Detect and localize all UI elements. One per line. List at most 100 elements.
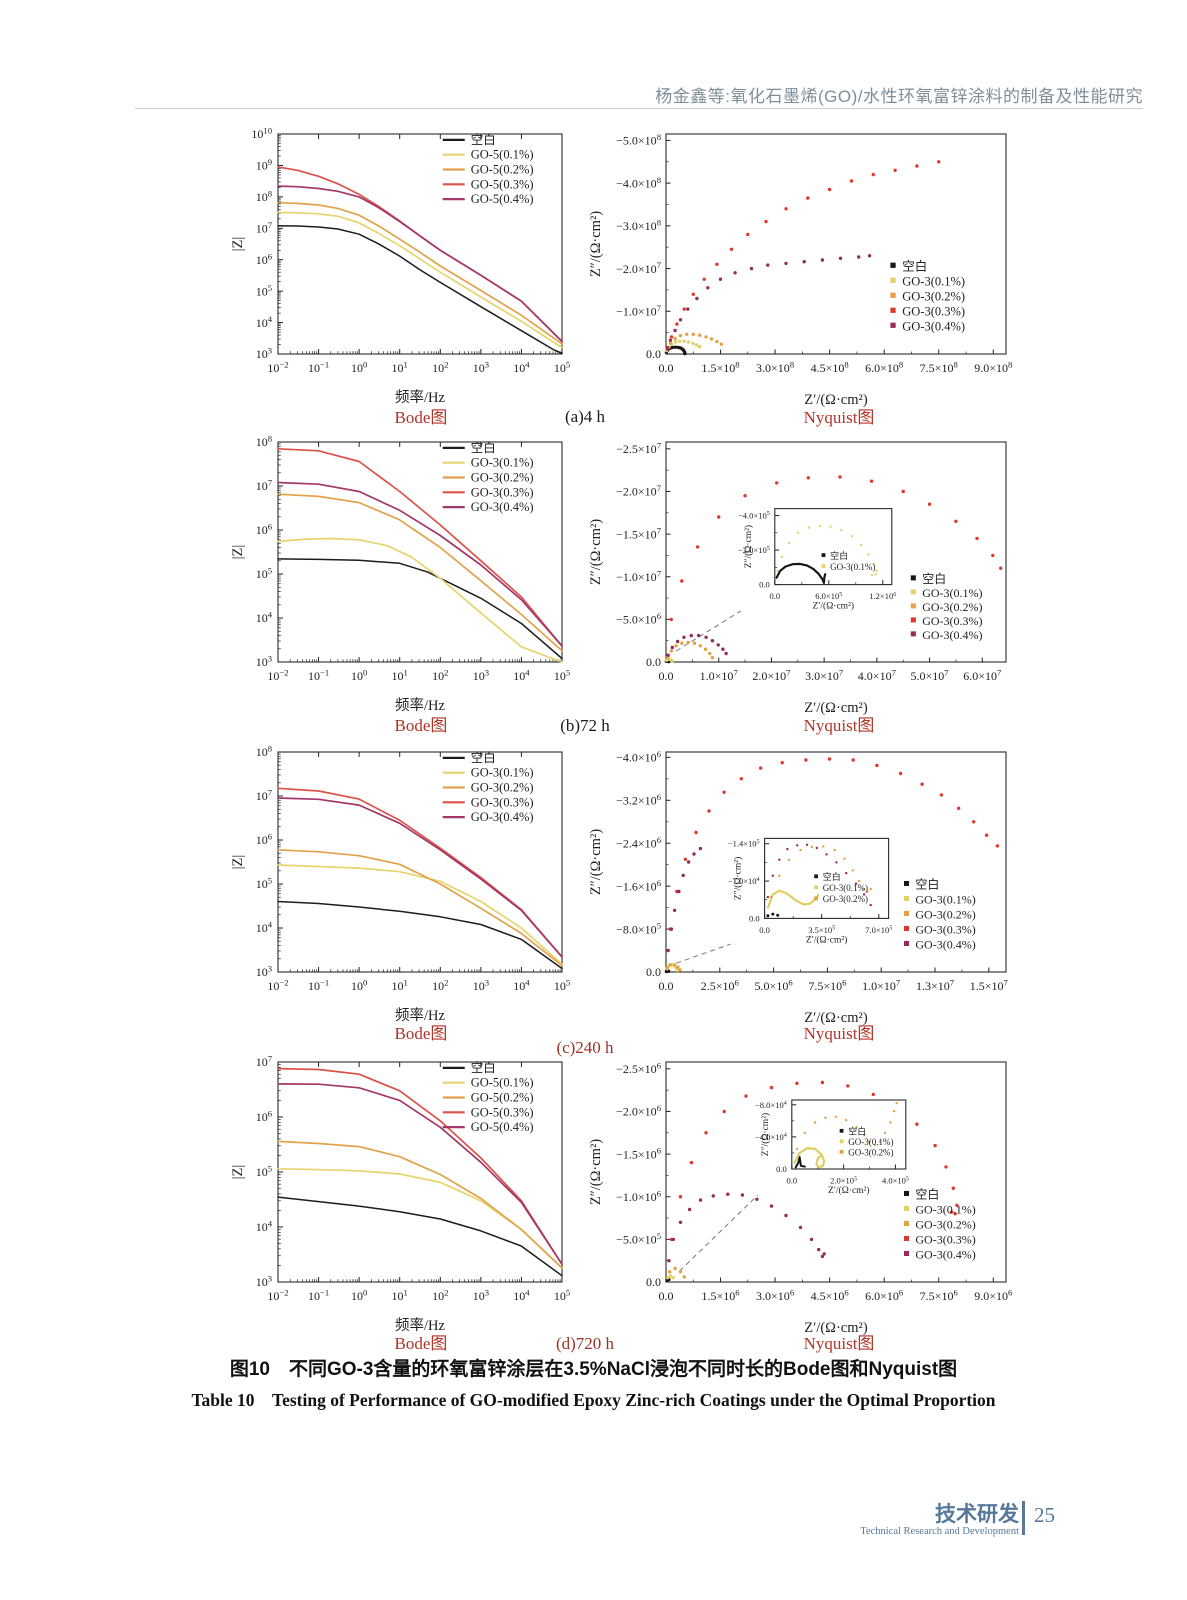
time-caption-d: (d)720 h [555,1334,615,1353]
svg-text:104: 104 [256,920,273,936]
svg-text:1.0×107: 1.0×107 [862,977,901,993]
svg-text:10−1: 10−1 [308,977,329,993]
svg-text:GO-5(0.4%): GO-5(0.4%) [471,192,534,206]
svg-text:2.0×105: 2.0×105 [830,1176,857,1186]
svg-text:−4.0×108: −4.0×108 [616,175,661,191]
svg-text:1010: 1010 [251,126,272,142]
time-caption-a: (a)4 h [564,407,606,426]
header-rule [135,108,1143,109]
svg-text:Z′/(Ω·cm²): Z′/(Ω·cm²) [804,1320,868,1336]
svg-text:GO-3(0.1%): GO-3(0.1%) [915,1202,975,1216]
svg-text:1.3×107: 1.3×107 [916,977,955,993]
svg-text:106: 106 [256,832,273,848]
svg-text:GO-3(0.4%): GO-3(0.4%) [471,500,534,514]
running-header: 杨金鑫等:氧化石墨烯(GO)/水性环氧富锌涂料的制备及性能研究 [655,87,1143,106]
nyquist-chart-4h: 0.0 1.5×108 3.0×108 4.5×108 6.0×108 7.5×108 9.… [582,122,1018,417]
svg-text:Z″/(Ω·cm²): Z″/(Ω·cm²) [588,829,604,895]
page-number: 25 [1034,1503,1055,1527]
bode-chart-240h: 10−2 10−1 100 101 102 103 104 105 103 104 105 106 10… [226,742,574,1033]
svg-text:GO-3(0.2%): GO-3(0.2%) [915,907,975,921]
svg-text:0.0: 0.0 [786,1176,797,1186]
bode-caption-d: Bode图 [394,1334,448,1353]
svg-text:GO-3(0.1%): GO-3(0.1%) [830,562,875,572]
nyquist-chart-240h: 0.0 2.5×106 5.0×106 7.5×106 1.0×107 1.3×107 1.… [582,740,1018,1035]
svg-text:空白: 空白 [471,750,496,765]
svg-text:−4.0×105: −4.0×105 [738,510,770,520]
svg-text:−7.0×104: −7.0×104 [728,876,760,886]
svg-text:0.0: 0.0 [646,347,661,361]
svg-text:104: 104 [513,359,530,375]
svg-text:107: 107 [256,1054,273,1070]
svg-text:−8.0×104: −8.0×104 [755,1100,787,1110]
svg-text:−8.0×105: −8.0×105 [616,921,661,937]
svg-text:103: 103 [473,359,489,375]
svg-text:4.0×107: 4.0×107 [858,667,897,683]
svg-text:空白: 空白 [915,876,939,891]
svg-text:GO-5(0.3%): GO-5(0.3%) [471,177,534,191]
svg-text:GO-5(0.1%): GO-5(0.1%) [471,148,534,162]
svg-text:GO-3(0.4%): GO-3(0.4%) [915,937,975,951]
nyquist-caption-a: Nyquist图 [803,408,875,427]
svg-text:−2.0×106: −2.0×106 [616,1103,662,1119]
svg-text:GO-3(0.4%): GO-3(0.4%) [915,1247,975,1261]
footer-section-en: Technical Research and Development [860,1526,1019,1537]
svg-text:1.5×108: 1.5×108 [701,359,739,375]
svg-text:GO-3(0.2%): GO-3(0.2%) [471,781,534,795]
svg-text:GO-3(0.2%): GO-3(0.2%) [823,894,868,904]
svg-text:10−1: 10−1 [308,1287,329,1303]
svg-text:105: 105 [256,1164,272,1180]
svg-text:0.0: 0.0 [769,591,780,601]
svg-text:GO-3(0.3%): GO-3(0.3%) [915,922,975,936]
time-caption-b: (b)72 h [560,716,610,735]
svg-text:103: 103 [256,654,272,670]
svg-text:105: 105 [256,876,272,892]
svg-text:Z″/(Ω·cm²): Z″/(Ω·cm²) [743,525,754,568]
svg-text:102: 102 [432,1287,448,1303]
svg-text:−3.2×106: −3.2×106 [616,792,662,808]
svg-text:−2.5×107: −2.5×107 [616,440,662,456]
svg-text:GO-3(0.4%): GO-3(0.4%) [922,628,982,642]
svg-text:GO-3(0.1%): GO-3(0.1%) [902,274,965,288]
svg-text:GO-3(0.3%): GO-3(0.3%) [471,795,534,809]
svg-text:101: 101 [392,359,408,375]
svg-text:104: 104 [256,610,273,626]
svg-text:104: 104 [256,1219,273,1235]
svg-text:10−2: 10−2 [267,667,288,683]
svg-text:GO-5(0.2%): GO-5(0.2%) [471,1091,534,1105]
svg-text:GO-3(0.1%): GO-3(0.1%) [848,1137,893,1147]
svg-text:GO-5(0.4%): GO-5(0.4%) [471,1120,534,1134]
svg-text:空白: 空白 [922,571,946,586]
svg-text:7.5×108: 7.5×108 [920,359,958,375]
bode-chart-720h: 10−2 10−1 100 101 102 103 104 105 103 104 105 106 10… [226,1052,574,1343]
svg-text:GO-3(0.3%): GO-3(0.3%) [922,614,982,628]
svg-text:空白: 空白 [471,1060,496,1075]
bode-caption-c: Bode图 [394,1024,448,1043]
nyquist-chart-720h: 0.0 1.5×106 3.0×106 4.5×106 6.0×106 7.5×106 9.… [582,1050,1018,1345]
svg-text:0.0: 0.0 [659,361,674,375]
svg-text:−1.6×106: −1.6×106 [616,878,662,894]
svg-text:0.0: 0.0 [759,580,770,590]
svg-text:−2.0×105: −2.0×105 [738,545,770,555]
svg-text:|Z|: |Z| [230,545,246,560]
svg-text:−1.0×107: −1.0×107 [616,568,662,584]
svg-text:4.5×106: 4.5×106 [811,1287,850,1303]
svg-text:频率/Hz: 频率/Hz [395,697,445,714]
nyquist-caption-c: Nyquist图 [803,1024,875,1043]
svg-text:2.5×106: 2.5×106 [701,977,740,993]
svg-text:10−2: 10−2 [267,977,288,993]
svg-text:104: 104 [256,314,273,330]
svg-text:105: 105 [256,283,272,299]
svg-text:104: 104 [513,667,530,683]
svg-text:GO-3(0.4%): GO-3(0.4%) [902,319,965,333]
svg-text:102: 102 [432,667,448,683]
svg-text:−1.0×107: −1.0×107 [616,303,662,319]
footer-section-cn: 技术研发 [935,1503,1019,1526]
svg-text:108: 108 [256,188,272,204]
svg-text:0.0: 0.0 [646,965,661,979]
svg-text:−2.4×106: −2.4×106 [616,835,662,851]
svg-text:0.0: 0.0 [646,655,661,669]
svg-text:103: 103 [473,1287,489,1303]
svg-text:9.0×106: 9.0×106 [974,1287,1013,1303]
svg-text:GO-3(0.1%): GO-3(0.1%) [922,586,982,600]
